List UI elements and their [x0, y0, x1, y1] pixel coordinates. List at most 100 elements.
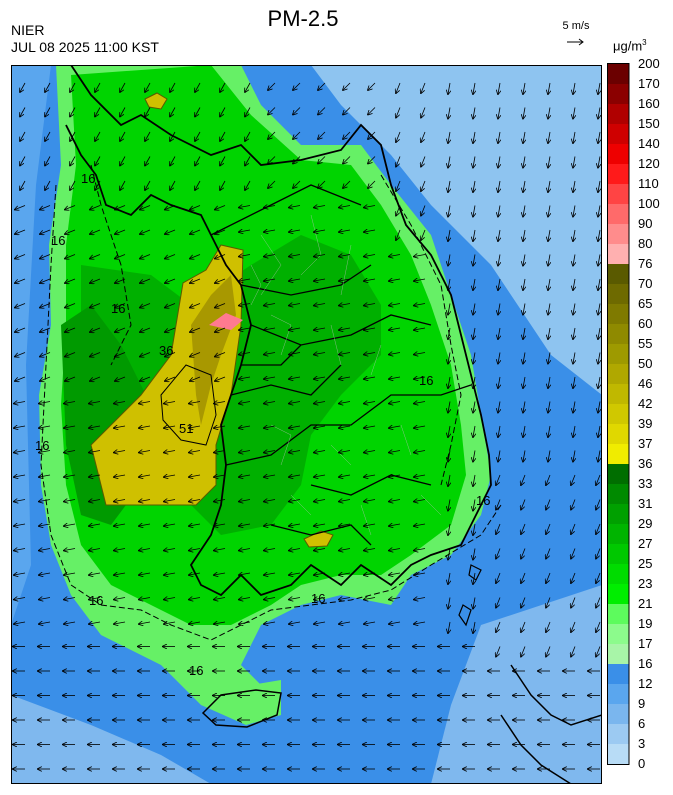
- wind-vector-arrow-icon: [115, 376, 126, 381]
- wind-vector-arrow-icon: [548, 352, 550, 364]
- wind-vector-arrow-icon: [45, 82, 51, 92]
- wind-vector-arrow-icon: [139, 622, 151, 624]
- unit-label: μg/m3: [613, 38, 647, 53]
- wind-vector-arrow-icon: [598, 352, 600, 364]
- wind-vector-arrow-icon: [89, 426, 101, 428]
- wind-vector-arrow-icon: [448, 499, 450, 511]
- colorbar-swatch: [607, 84, 629, 105]
- wind-vector-arrow-icon: [89, 524, 101, 526]
- wind-vector-arrow-icon: [414, 377, 426, 379]
- colorbar-swatch: [607, 364, 629, 385]
- wind-vector-arrow-icon: [598, 425, 600, 437]
- wind-vector-arrow-icon: [389, 402, 401, 404]
- wind-vector-arrow-icon: [89, 622, 101, 624]
- wind-vector-arrow-icon: [64, 475, 76, 477]
- wind-vector-arrow-icon: [220, 180, 226, 190]
- wind-vector-arrow-icon: [339, 451, 351, 453]
- colorbar-tick-label: 27: [638, 536, 653, 551]
- wind-vector-arrow-icon: [421, 205, 426, 216]
- wind-vector-arrow-icon: [268, 82, 276, 90]
- wind-vector-arrow-icon: [448, 303, 450, 315]
- wind-vector-arrow-icon: [195, 82, 201, 92]
- colorbar-tick-label: 19: [638, 616, 653, 631]
- wind-vector-arrow-icon: [189, 451, 201, 453]
- wind-vector-arrow-icon: [523, 229, 525, 241]
- wind-vector-arrow-icon: [165, 376, 176, 381]
- wind-vector-arrow-icon: [139, 500, 151, 502]
- wind-vector-arrow-icon: [548, 401, 550, 413]
- wind-vector-arrow-icon: [40, 254, 51, 259]
- wind-vector-arrow-icon: [314, 206, 326, 208]
- wind-vector-arrow-icon: [15, 352, 26, 357]
- wind-vector-arrow-icon: [521, 597, 526, 608]
- wind-vector-arrow-icon: [473, 597, 475, 609]
- wind-vector-arrow-icon: [289, 304, 301, 306]
- colorbar-swatch: [607, 244, 629, 265]
- wind-vector-arrow-icon: [139, 549, 151, 551]
- wind-vector-arrow-icon: [523, 82, 525, 94]
- wind-vector-arrow-icon: [314, 573, 326, 575]
- wind-vector-arrow-icon: [39, 426, 51, 428]
- wind-vector-arrow-icon: [498, 180, 500, 192]
- wind-vector-arrow-icon: [473, 450, 475, 462]
- wind-vector-arrow-icon: [189, 426, 201, 428]
- wind-vector-arrow-icon: [389, 451, 401, 453]
- wind-vector-arrow-icon: [389, 353, 401, 355]
- wind-vector-arrow-icon: [314, 451, 326, 453]
- wind-vector-arrow-icon: [414, 524, 426, 526]
- wind-vector-arrow-icon: [65, 303, 76, 308]
- wind-vector-arrow-icon: [573, 156, 575, 168]
- wind-vector-arrow-icon: [389, 622, 401, 624]
- wind-vector-arrow-icon: [496, 597, 501, 608]
- wind-vector-arrow-icon: [448, 131, 450, 143]
- wind-vector-arrow-icon: [389, 500, 401, 502]
- wind-vector-arrow-icon: [598, 303, 600, 315]
- wind-vector-arrow-icon: [289, 402, 301, 404]
- wind-vector-arrow-icon: [39, 622, 51, 624]
- wind-vector-arrow-icon: [571, 548, 576, 559]
- colorbar-tick-label: 90: [638, 216, 653, 231]
- wind-vector-arrow-icon: [448, 523, 450, 535]
- wind-vector-arrow-icon: [314, 255, 326, 257]
- wind-vector-arrow-icon: [40, 229, 51, 234]
- wind-vector-arrow-icon: [364, 377, 376, 379]
- wind-vector-arrow-icon: [64, 402, 76, 404]
- wind-vector-arrow-icon: [368, 131, 376, 139]
- wind-vector-arrow-icon: [548, 327, 550, 339]
- wind-vector-arrow-icon: [448, 548, 450, 560]
- wind-vector-arrow-icon: [364, 426, 376, 428]
- wind-vector-arrow-icon: [90, 205, 101, 210]
- wind-vector-arrow-icon: [448, 572, 450, 584]
- colorbar: [607, 63, 630, 765]
- wind-vector-arrow-icon: [523, 254, 525, 266]
- light-sea-southeast: [431, 585, 602, 784]
- wind-vector-arrow-icon: [389, 524, 401, 526]
- wind-vector-arrow-icon: [498, 376, 500, 388]
- contour-label: 16: [476, 493, 490, 508]
- wind-vector-arrow-icon: [264, 353, 276, 355]
- wind-vector-arrow-icon: [39, 598, 51, 600]
- colorbar-swatch: [607, 484, 629, 505]
- wind-vector-arrow-icon: [115, 229, 126, 234]
- wind-vector-arrow-icon: [65, 205, 76, 210]
- wind-vector-arrow-icon: [314, 549, 326, 551]
- wind-vector-arrow-icon: [314, 622, 326, 624]
- wind-vector-arrow-icon: [289, 328, 301, 330]
- colorbar-tick-label: 100: [638, 196, 660, 211]
- wind-vector-arrow-icon: [245, 156, 251, 166]
- wind-vector-arrow-icon: [523, 352, 525, 364]
- colorbar-tick-label: 12: [638, 676, 653, 691]
- wind-vector-arrow-icon: [264, 524, 276, 526]
- colorbar-tick-label: 65: [638, 296, 653, 311]
- colorbar-tick-label: 6: [638, 716, 646, 731]
- contour-label: 51: [179, 421, 193, 436]
- wind-vector-arrow-icon: [389, 255, 401, 257]
- wind-vector-arrow-icon: [389, 598, 401, 600]
- wind-vector-arrow-icon: [339, 598, 351, 600]
- wind-vector-arrow-icon: [414, 622, 426, 624]
- wind-vector-arrow-icon: [20, 82, 26, 92]
- wind-vector-arrow-icon: [40, 278, 51, 283]
- wind-vector-arrow-icon: [573, 401, 575, 413]
- wind-vector-arrow-icon: [40, 327, 51, 332]
- wind-vector-arrow-icon: [264, 598, 276, 600]
